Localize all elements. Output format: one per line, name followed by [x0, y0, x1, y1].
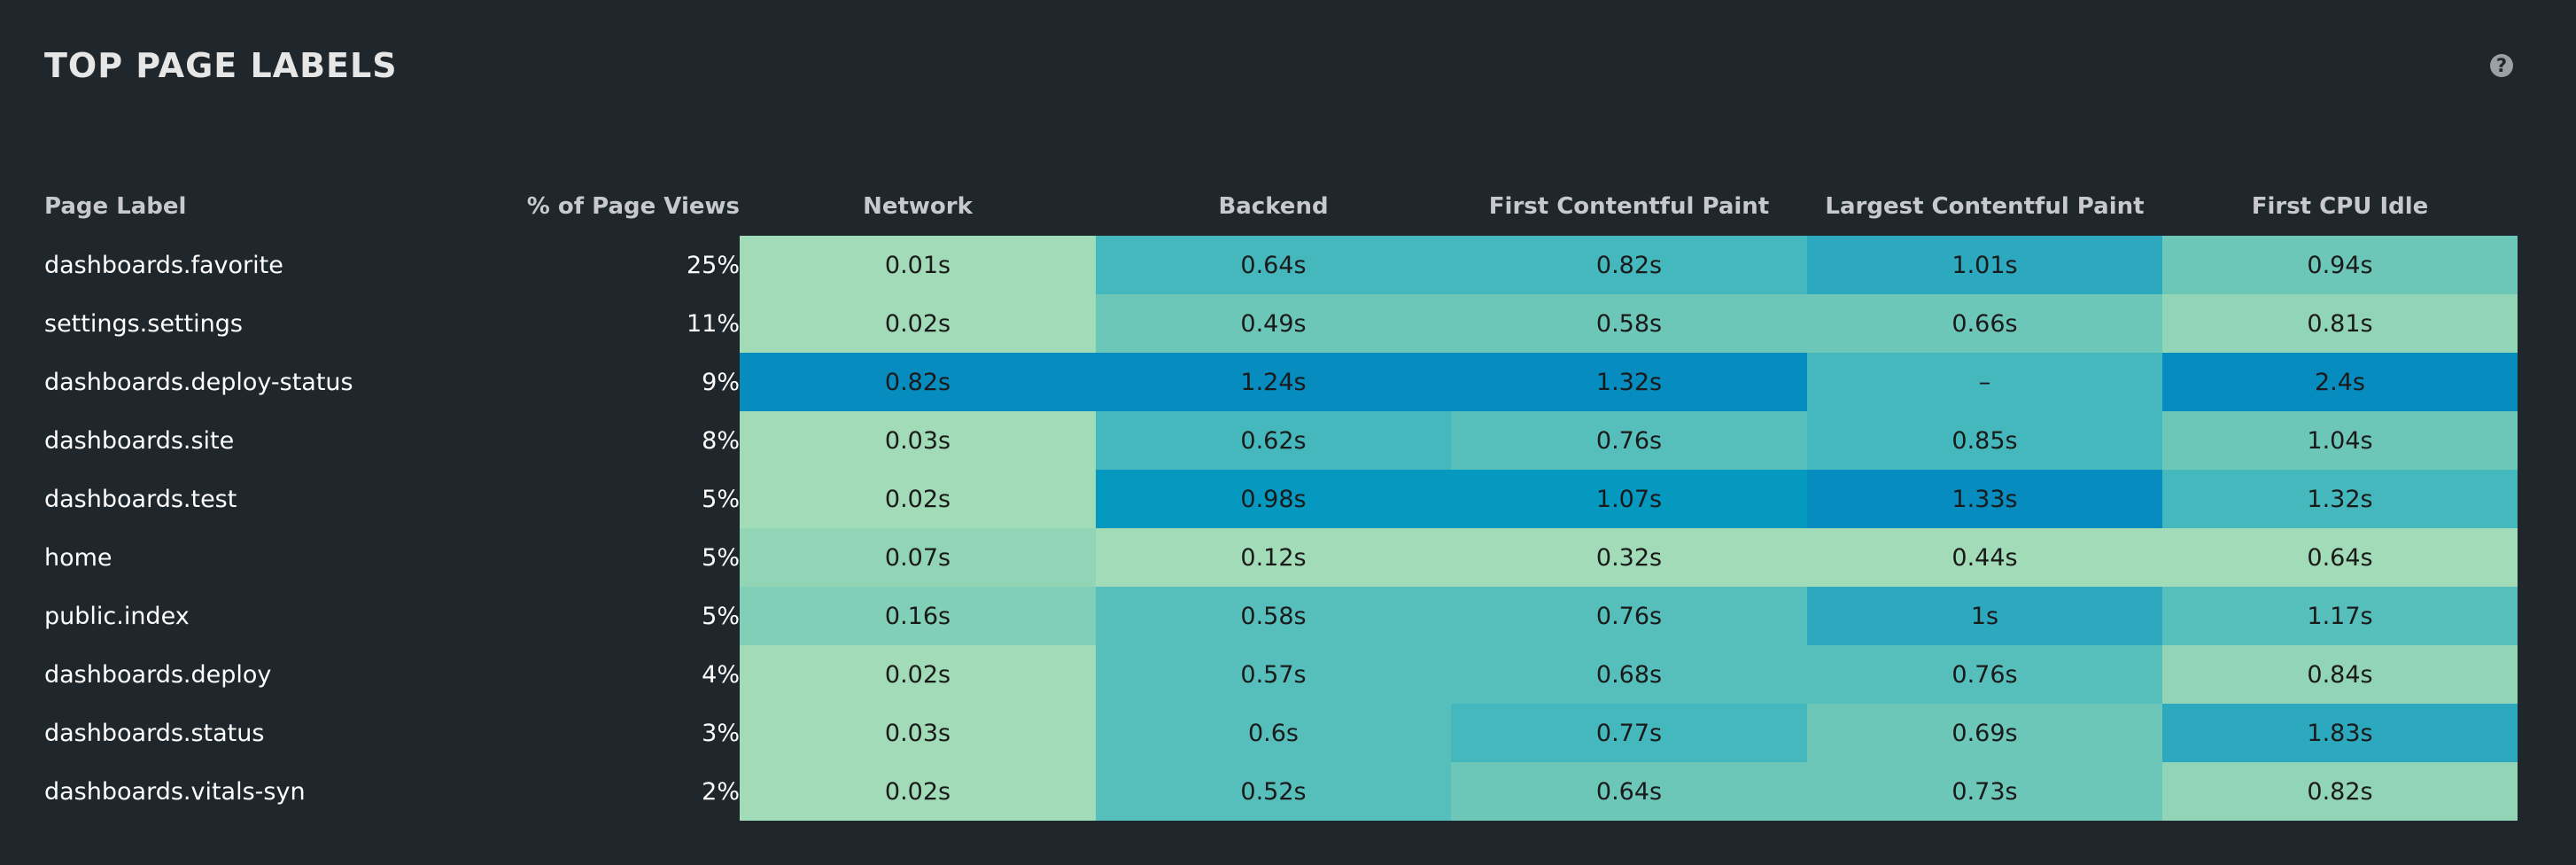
page-label-cell[interactable]: dashboards.favorite	[44, 251, 283, 279]
backend-cell: 1.24s	[1096, 353, 1451, 411]
network-cell: 0.07s	[740, 528, 1096, 587]
largest-contentful-paint-cell: 0.66s	[1807, 294, 2162, 353]
backend-cell: 0.6s	[1096, 704, 1451, 762]
page-views-cell: 5%	[702, 602, 740, 630]
table-row[interactable]: public.index 5% 0.16s 0.58s 0.76s 1s 1.17s	[44, 587, 2518, 645]
network-cell: 0.02s	[740, 762, 1096, 821]
first-cpu-idle-cell: 0.94s	[2162, 236, 2518, 294]
first-contentful-paint-cell: 0.64s	[1451, 762, 1807, 821]
page-label-cell[interactable]: dashboards.deploy	[44, 660, 272, 689]
first-contentful-paint-cell: 0.58s	[1451, 294, 1807, 353]
page-views-cell: 4%	[702, 660, 740, 689]
page-label-cell[interactable]: settings.settings	[44, 309, 243, 338]
page-label-cell[interactable]: dashboards.vitals-syn	[44, 777, 306, 806]
largest-contentful-paint-cell: 1.01s	[1807, 236, 2162, 294]
page-views-cell: 5%	[702, 543, 740, 572]
first-contentful-paint-cell: 0.32s	[1451, 528, 1807, 587]
page-label-cell[interactable]: dashboards.test	[44, 485, 237, 513]
table-row[interactable]: home 5% 0.07s 0.12s 0.32s 0.44s 0.64s	[44, 528, 2518, 587]
network-cell: 0.16s	[740, 587, 1096, 645]
first-cpu-idle-cell: 0.84s	[2162, 645, 2518, 704]
first-contentful-paint-cell: 1.32s	[1451, 353, 1807, 411]
table-row[interactable]: dashboards.status 3% 0.03s 0.6s 0.77s 0.69s 1.…	[44, 704, 2518, 762]
first-contentful-paint-cell: 0.76s	[1451, 411, 1807, 470]
backend-cell: 0.57s	[1096, 645, 1451, 704]
page-label-cell[interactable]: home	[44, 543, 113, 572]
first-contentful-paint-cell: 0.68s	[1451, 645, 1807, 704]
backend-cell: 0.49s	[1096, 294, 1451, 353]
network-cell: 0.02s	[740, 645, 1096, 704]
page-label-cell[interactable]: dashboards.status	[44, 719, 265, 747]
table-row[interactable]: dashboards.vitals-syn 2% 0.02s 0.52s 0.64s 0.…	[44, 762, 2518, 821]
network-cell: 0.01s	[740, 236, 1096, 294]
table-row[interactable]: dashboards.deploy 4% 0.02s 0.57s 0.68s 0.76s 0…	[44, 645, 2518, 704]
first-cpu-idle-cell: 1.17s	[2162, 587, 2518, 645]
table-row[interactable]: dashboards.deploy-status 9% 0.82s 1.24s 1.32…	[44, 353, 2518, 411]
largest-contentful-paint-cell: –	[1807, 353, 2162, 411]
page-views-cell: 11%	[686, 309, 740, 338]
table-row[interactable]: dashboards.favorite 25% 0.01s 0.64s 0.82s 1.0…	[44, 236, 2518, 294]
first-contentful-paint-cell: 0.77s	[1451, 704, 1807, 762]
page-label-cell[interactable]: dashboards.deploy-status	[44, 368, 353, 396]
page-views-cell: 25%	[686, 251, 740, 279]
page-label-cell[interactable]: public.index	[44, 602, 190, 630]
network-cell: 0.03s	[740, 704, 1096, 762]
question-circle-icon[interactable]: ?	[2490, 54, 2513, 77]
page-label-cell[interactable]: dashboards.site	[44, 426, 235, 455]
page-labels-table: Page Label % of Page Views Network Backe…	[44, 177, 2518, 821]
network-cell: 0.03s	[740, 411, 1096, 470]
backend-cell: 0.64s	[1096, 236, 1451, 294]
column-header-network[interactable]: Network	[863, 193, 973, 220]
page-views-cell: 5%	[702, 485, 740, 513]
network-cell: 0.02s	[740, 294, 1096, 353]
first-cpu-idle-cell: 0.82s	[2162, 762, 2518, 821]
table-body: dashboards.favorite 25% 0.01s 0.64s 0.82s 1.0…	[44, 236, 2518, 821]
page-views-cell: 2%	[702, 777, 740, 806]
largest-contentful-paint-cell: 1s	[1807, 587, 2162, 645]
backend-cell: 0.52s	[1096, 762, 1451, 821]
first-cpu-idle-cell: 0.81s	[2162, 294, 2518, 353]
panel-title: TOP PAGE LABELS	[44, 46, 398, 85]
column-header-page-label[interactable]: Page Label	[44, 193, 187, 220]
table-header-row: Page Label % of Page Views Network Backe…	[44, 177, 2518, 236]
table-row[interactable]: dashboards.site 8% 0.03s 0.62s 0.76s 0.85s 1.0…	[44, 411, 2518, 470]
table-row[interactable]: settings.settings 11% 0.02s 0.49s 0.58s 0.66s…	[44, 294, 2518, 353]
column-header-page-views[interactable]: % of Page Views	[526, 193, 740, 220]
first-cpu-idle-cell: 0.64s	[2162, 528, 2518, 587]
first-cpu-idle-cell: 1.32s	[2162, 470, 2518, 528]
first-cpu-idle-cell: 2.4s	[2162, 353, 2518, 411]
column-header-first-cpu-idle[interactable]: First CPU Idle	[2251, 193, 2429, 220]
first-cpu-idle-cell: 1.83s	[2162, 704, 2518, 762]
largest-contentful-paint-cell: 0.73s	[1807, 762, 2162, 821]
page-views-cell: 9%	[702, 368, 740, 396]
largest-contentful-paint-cell: 0.85s	[1807, 411, 2162, 470]
largest-contentful-paint-cell: 0.76s	[1807, 645, 2162, 704]
backend-cell: 0.58s	[1096, 587, 1451, 645]
largest-contentful-paint-cell: 0.69s	[1807, 704, 2162, 762]
backend-cell: 0.62s	[1096, 411, 1451, 470]
page-views-cell: 8%	[702, 426, 740, 455]
largest-contentful-paint-cell: 0.44s	[1807, 528, 2162, 587]
network-cell: 0.82s	[740, 353, 1096, 411]
first-cpu-idle-cell: 1.04s	[2162, 411, 2518, 470]
network-cell: 0.02s	[740, 470, 1096, 528]
first-contentful-paint-cell: 0.76s	[1451, 587, 1807, 645]
backend-cell: 0.98s	[1096, 470, 1451, 528]
column-header-largest-contentful-paint[interactable]: Largest Contentful Paint	[1825, 193, 2145, 220]
largest-contentful-paint-cell: 1.33s	[1807, 470, 2162, 528]
backend-cell: 0.12s	[1096, 528, 1451, 587]
first-contentful-paint-cell: 0.82s	[1451, 236, 1807, 294]
column-header-first-contentful-paint[interactable]: First Contentful Paint	[1488, 193, 1770, 220]
column-header-backend[interactable]: Backend	[1218, 193, 1329, 220]
first-contentful-paint-cell: 1.07s	[1451, 470, 1807, 528]
page-views-cell: 3%	[702, 719, 740, 747]
table-row[interactable]: dashboards.test 5% 0.02s 0.98s 1.07s 1.33s 1.3…	[44, 470, 2518, 528]
